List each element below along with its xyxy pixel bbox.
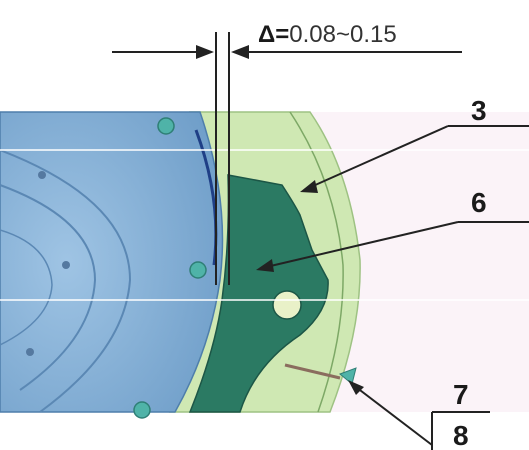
clearance-label: Δ=0.08~0.15 (258, 21, 397, 48)
leader-arrow-6 (256, 259, 274, 272)
dim-arrow-left-head (196, 45, 214, 59)
callout-3: 3 (471, 95, 487, 126)
groove-line (284, 363, 341, 380)
screw-icon (157, 117, 175, 135)
leader-line-6 (261, 221, 459, 269)
disc-arc-1 (0, 149, 132, 413)
disc-arc-3 (0, 229, 53, 346)
disc-arc-2 (0, 184, 97, 391)
blue-disc (0, 111, 224, 413)
disc-hole (62, 261, 70, 269)
pad-part-6 (188, 174, 329, 413)
leader-arrow-3 (300, 180, 318, 193)
leader-line-3 (303, 125, 449, 191)
callout-6: 6 (471, 187, 487, 218)
marker-part-7 (339, 367, 357, 385)
callout-8: 8 (453, 420, 469, 450)
callout-7: 7 (453, 379, 469, 410)
disc-hole (26, 348, 34, 356)
ring-inner-edge (289, 111, 344, 413)
pad-hole (272, 290, 302, 320)
screw-icon (189, 261, 207, 279)
leader-arrow-7-8 (348, 380, 364, 395)
dim-arrow-right-head (231, 45, 249, 59)
leader-line-7-8 (351, 383, 433, 446)
disc-hole (38, 171, 46, 179)
screw-icon (133, 401, 151, 419)
